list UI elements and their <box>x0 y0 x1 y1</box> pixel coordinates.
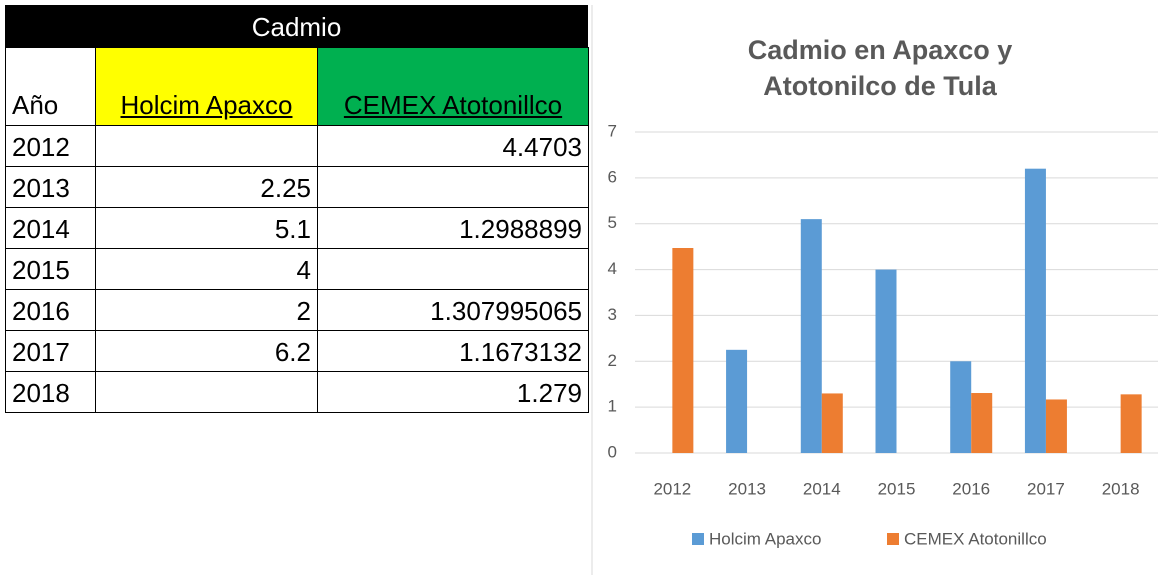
bar <box>726 349 748 453</box>
bar <box>971 393 993 453</box>
bar <box>672 248 694 453</box>
y-tick-label: 2 <box>608 351 617 370</box>
bar <box>875 269 897 453</box>
year-cell: 2016 <box>5 289 96 331</box>
bar <box>1120 394 1142 453</box>
bar <box>950 361 972 453</box>
x-tick-label: 2012 <box>653 479 691 498</box>
y-tick-label: 4 <box>608 259 617 278</box>
y-tick-label: 5 <box>608 213 617 232</box>
bar <box>821 393 843 453</box>
x-tick-label: 2015 <box>878 479 916 498</box>
table-title: Cadmio <box>5 5 588 48</box>
column-header: Holcim Apaxco <box>95 47 318 126</box>
x-tick-label: 2014 <box>803 479 841 498</box>
legend-swatch <box>692 533 704 545</box>
column-header: CEMEX Atotonillco <box>317 47 589 126</box>
bar <box>1045 399 1067 453</box>
bar <box>1024 168 1046 453</box>
year-cell: 2014 <box>5 207 96 249</box>
legend-swatch <box>887 533 899 545</box>
bar <box>800 219 822 453</box>
x-tick-label: 2018 <box>1102 479 1140 498</box>
value-cell: 1.279 <box>317 371 589 413</box>
legend-label: Holcim Apaxco <box>709 529 821 548</box>
y-tick-label: 0 <box>608 442 617 461</box>
y-tick-label: 3 <box>608 305 617 324</box>
y-tick-label: 1 <box>608 397 617 416</box>
y-tick-label: 7 <box>608 121 617 140</box>
y-tick-label: 6 <box>608 167 617 186</box>
legend-label: CEMEX Atotonillco <box>904 529 1047 548</box>
x-tick-label: 2016 <box>952 479 990 498</box>
value-cell: 4.4703 <box>317 125 589 167</box>
x-tick-label: 2013 <box>728 479 766 498</box>
chart-title: Cadmio en Apaxco y Atotonilco de Tula <box>747 35 1013 101</box>
x-tick-label: 2017 <box>1027 479 1065 498</box>
